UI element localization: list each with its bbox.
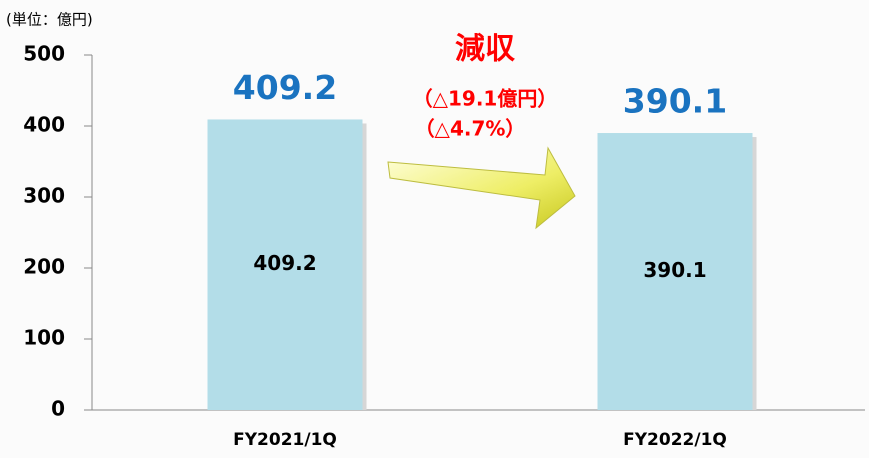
bar <box>597 133 753 411</box>
value-label: 409.2 <box>233 68 337 107</box>
annotation: （△4.7%） <box>415 117 526 141</box>
inner-value-label: 390.1 <box>643 258 706 282</box>
bar <box>207 119 363 410</box>
y-tick-label: 400 <box>23 113 65 137</box>
y-tick-label: 500 <box>23 42 65 66</box>
y-tick-label: 200 <box>23 255 65 279</box>
value-label: 390.1 <box>623 82 727 121</box>
y-axis-label: (単位：億円) <box>6 11 93 29</box>
x-tick-label: FY2021/1Q <box>233 430 337 450</box>
y-tick-label: 0 <box>51 397 65 421</box>
arrow <box>387 146 576 230</box>
x-tick-label: FY2022/1Q <box>623 430 727 450</box>
y-tick-label: 300 <box>23 184 65 208</box>
annotation: （△19.1億円） <box>413 87 558 111</box>
annotation: 減収 <box>455 32 516 67</box>
inner-value-label: 409.2 <box>253 251 316 275</box>
y-tick-label: 100 <box>23 326 65 350</box>
